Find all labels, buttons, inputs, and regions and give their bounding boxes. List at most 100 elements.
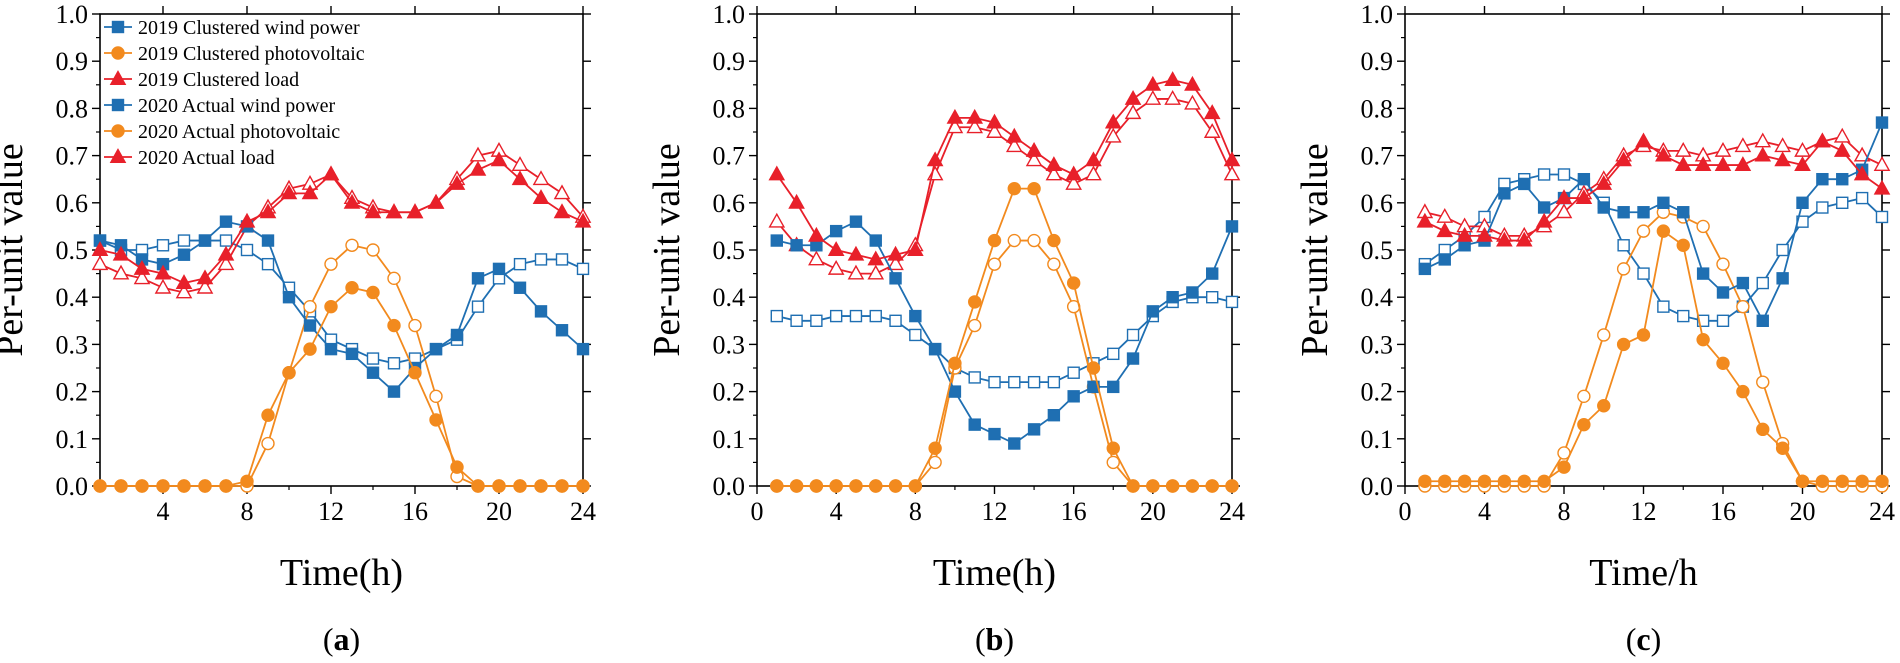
- data-point: [387, 318, 401, 333]
- data-point: [324, 342, 338, 356]
- data-point: [324, 257, 338, 271]
- x-axis-title: Time(h): [933, 552, 1056, 594]
- data-point: [1873, 156, 1891, 171]
- y-tick-label: 0.8: [713, 94, 746, 123]
- data-point: [1637, 267, 1650, 280]
- data-point: [966, 118, 984, 134]
- data-point: [789, 479, 804, 493]
- x-tick-label: 12: [318, 497, 344, 526]
- data-point: [1716, 286, 1730, 299]
- data-point: [1577, 172, 1591, 186]
- x-tick-label: 4: [830, 497, 843, 526]
- data-point: [1657, 300, 1670, 313]
- data-point: [966, 108, 984, 124]
- data-point: [1085, 165, 1102, 181]
- data-point: [1418, 474, 1432, 488]
- data-point: [282, 291, 296, 304]
- data-point: [1836, 172, 1849, 186]
- x-tick-label: 8: [1558, 497, 1571, 526]
- data-point: [827, 259, 845, 275]
- series-line: [99, 220, 584, 393]
- data-point: [1696, 267, 1710, 280]
- data-point: [198, 479, 212, 493]
- x-tick-label: 12: [1631, 497, 1657, 526]
- data-point: [322, 165, 340, 181]
- data-point: [1457, 474, 1472, 488]
- data-point: [175, 283, 193, 299]
- data-point: [1855, 474, 1869, 488]
- data-point: [1577, 389, 1591, 404]
- data-point: [217, 245, 235, 261]
- data-point: [532, 170, 550, 186]
- data-point: [1674, 141, 1692, 157]
- data-point: [968, 318, 982, 333]
- data-point: [987, 257, 1002, 271]
- data-point: [1086, 361, 1101, 375]
- data-point: [1677, 309, 1690, 323]
- data-point: [1223, 151, 1241, 167]
- data-point: [1047, 233, 1061, 248]
- data-point: [1617, 239, 1630, 252]
- data-point: [1126, 352, 1140, 365]
- data-point: [154, 264, 172, 280]
- data-point: [1756, 314, 1769, 327]
- data-point: [280, 184, 298, 200]
- data-point: [1597, 399, 1611, 413]
- data-point: [408, 366, 422, 380]
- data-point: [1833, 141, 1851, 157]
- data-point: [1124, 104, 1142, 120]
- data-point: [1436, 222, 1454, 238]
- data-point: [1025, 151, 1043, 167]
- x-axis-title: Time(h): [280, 552, 403, 594]
- data-point: [1696, 314, 1710, 327]
- data-point: [1165, 479, 1180, 493]
- series-pv-2019: [93, 281, 590, 493]
- y-tick-label: 0.2: [1361, 378, 1394, 407]
- data-point: [1027, 181, 1041, 196]
- data-point: [1104, 127, 1122, 143]
- data-point: [1595, 174, 1613, 190]
- data-point: [829, 479, 843, 493]
- series-line: [1424, 229, 1882, 483]
- data-point: [513, 281, 527, 294]
- data-point: [1065, 165, 1082, 181]
- data-point: [1875, 474, 1889, 488]
- y-tick-label: 0.2: [713, 378, 746, 407]
- data-point: [1537, 201, 1551, 214]
- y-tick-label: 0.9: [56, 47, 89, 76]
- data-point: [574, 212, 592, 228]
- data-point: [1775, 441, 1790, 455]
- series-line: [776, 98, 1233, 275]
- data-point: [490, 151, 508, 167]
- legend-item: 2019 Clustered load: [104, 69, 299, 91]
- data-point: [1676, 238, 1690, 252]
- data-point: [238, 212, 256, 228]
- data-point: [1577, 417, 1591, 432]
- data-point: [1206, 291, 1219, 304]
- data-point: [576, 479, 590, 493]
- data-point: [889, 272, 902, 285]
- legend-item: 2019 Clustered photovoltaic: [104, 43, 365, 65]
- data-point: [1106, 455, 1120, 470]
- data-point: [1655, 146, 1672, 162]
- data-point: [1677, 206, 1690, 219]
- y-tick-label: 0.7: [713, 142, 746, 171]
- legend: 2019 Clustered wind power 2019 Clustered …: [104, 17, 365, 169]
- legend-marker: [111, 98, 125, 112]
- data-point: [471, 272, 485, 285]
- data-point: [91, 255, 109, 271]
- x-tick-label: 16: [1061, 497, 1087, 526]
- data-point: [532, 189, 550, 205]
- legend-item: 2020 Actual wind power: [104, 95, 336, 117]
- data-point: [1835, 474, 1849, 488]
- y-tick-label: 0.0: [56, 472, 89, 501]
- y-tick-label: 0.0: [713, 472, 746, 501]
- data-point: [1756, 276, 1769, 290]
- y-tick-label: 0.3: [1361, 330, 1394, 359]
- data-point: [93, 479, 107, 493]
- data-point: [345, 281, 359, 295]
- y-tick-label: 0.2: [56, 378, 89, 407]
- data-point: [867, 264, 885, 280]
- data-point: [343, 193, 361, 209]
- data-point: [534, 253, 548, 266]
